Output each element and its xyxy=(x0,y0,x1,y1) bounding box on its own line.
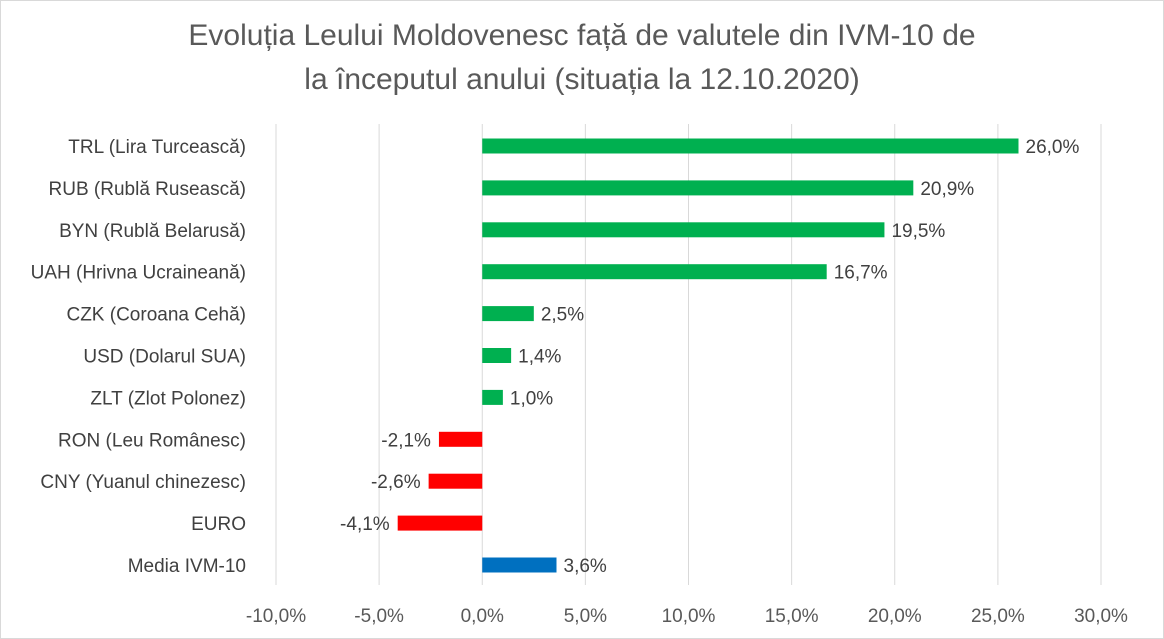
bar xyxy=(482,306,534,322)
chart-title: Evoluția Leului Moldovenesc față de valu… xyxy=(0,14,1164,102)
category-label: CZK (Coroana Cehă) xyxy=(66,305,246,326)
bar xyxy=(397,515,483,531)
bar xyxy=(482,389,503,405)
data-label: 1,0% xyxy=(510,388,553,409)
category-label: TRL (Lira Turcească) xyxy=(68,137,246,158)
bar xyxy=(482,138,1019,154)
category-label: Media IVM-10 xyxy=(128,556,246,577)
data-label: 16,7% xyxy=(834,263,888,284)
bar xyxy=(428,473,483,489)
data-label: -2,6% xyxy=(371,472,421,493)
x-tick-label: 15,0% xyxy=(765,606,819,627)
x-tick-label: 0,0% xyxy=(461,606,504,627)
category-label: RUB (Rublă Rusească) xyxy=(49,179,246,200)
bar xyxy=(482,180,914,196)
category-labels: TRL (Lira Turcească) RUB (Rublă Rusească)… xyxy=(31,137,246,577)
x-tick-label: -5,0% xyxy=(354,606,404,627)
category-label: RON (Leu Românesc) xyxy=(58,430,246,451)
data-label: 26,0% xyxy=(1026,137,1080,158)
bar xyxy=(438,431,483,447)
category-label: ZLT (Zlot Polonez) xyxy=(90,388,246,409)
bar xyxy=(482,264,827,280)
x-tick-label: -10,0% xyxy=(246,606,306,627)
x-tick-label: 25,0% xyxy=(971,606,1025,627)
category-label: EURO xyxy=(191,514,246,535)
data-label: 20,9% xyxy=(920,179,974,200)
category-label: UAH (Hrivna Ucraineană) xyxy=(31,263,246,284)
chart-title-line-2: la începutul anului (situația la 12.10.2… xyxy=(304,63,860,96)
bar xyxy=(482,557,557,573)
data-label: 1,4% xyxy=(518,347,561,368)
data-label: 2,5% xyxy=(541,305,584,326)
data-label: -2,1% xyxy=(381,430,431,451)
category-label: BYN (Rublă Belarusă) xyxy=(59,221,246,242)
chart-title-line-1: Evoluția Leului Moldovenesc față de valu… xyxy=(188,19,976,52)
x-tick-label: 5,0% xyxy=(564,606,607,627)
bars xyxy=(397,138,1019,573)
data-label: 3,6% xyxy=(564,556,607,577)
category-label: CNY (Yuanul chinezesc) xyxy=(40,472,246,493)
bar xyxy=(482,348,512,363)
data-label: -4,1% xyxy=(340,514,390,535)
data-labels: 26,0% 20,9% 19,5%16,7% 2,5% 1,4% 1,0% -2,1% -2,… xyxy=(340,137,1079,577)
bar xyxy=(482,222,885,238)
x-tick-label: 20,0% xyxy=(868,606,922,627)
x-tick-label: 30,0% xyxy=(1074,606,1128,627)
data-label: 19,5% xyxy=(891,221,945,242)
category-label: USD (Dolarul SUA) xyxy=(83,347,246,368)
x-tick-label: 10,0% xyxy=(662,606,716,627)
x-axis-tick-labels: -10,0% -5,0% 0,0% 5,0% 10,0% 15,0% 20,0% 25,0% 3… xyxy=(246,606,1128,627)
